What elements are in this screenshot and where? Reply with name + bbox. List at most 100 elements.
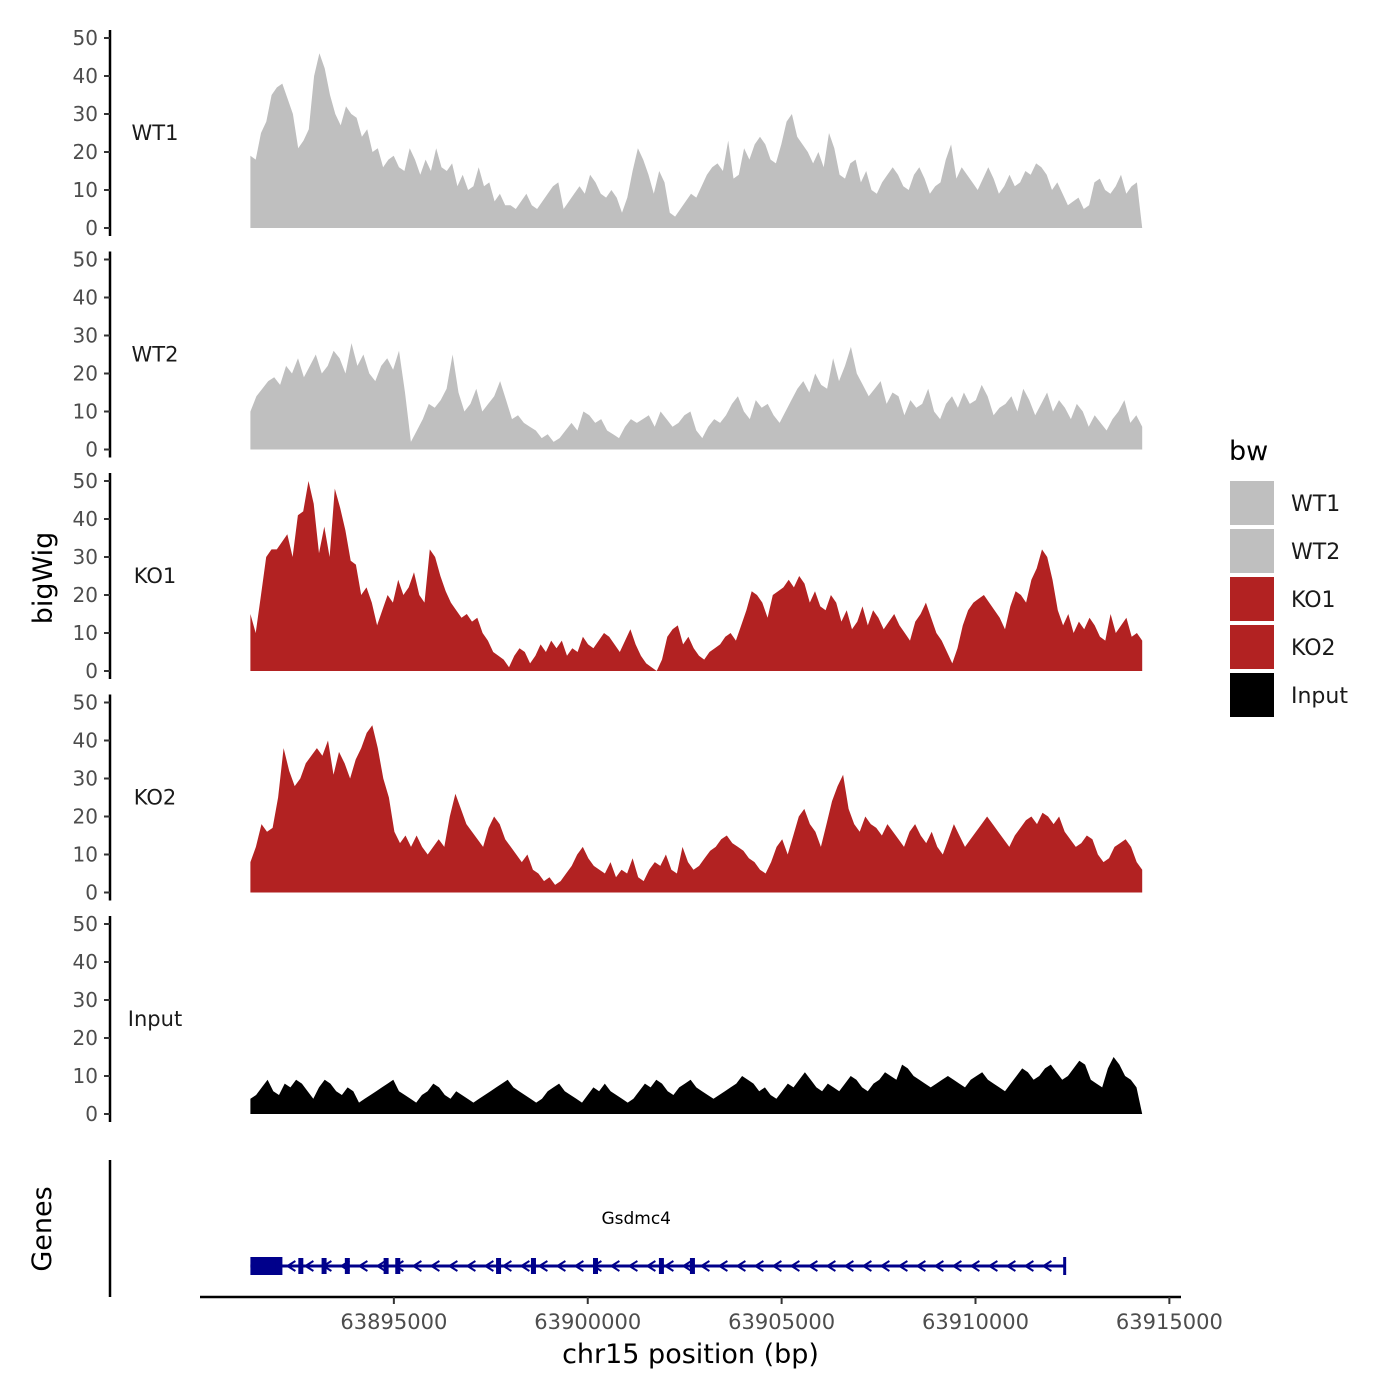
y-tick-label: 30: [73, 988, 98, 1012]
strand-arrow: [807, 1260, 818, 1272]
strand-arrow: [645, 1260, 656, 1272]
x-tick-label: 63915000: [1116, 1310, 1223, 1334]
genes-track: Genes Gsdmc4: [27, 1160, 1067, 1297]
strand-arrow: [843, 1260, 854, 1272]
area-wt1: [250, 53, 1143, 229]
strand-arrow: [969, 1260, 980, 1272]
y-tick-label: 0: [85, 659, 98, 683]
y-tick-label: 40: [73, 286, 98, 310]
strand-arrow: [627, 1260, 638, 1272]
y-tick-label: 20: [73, 140, 98, 164]
strand-arrow: [1023, 1260, 1034, 1272]
y-tick-label: 40: [73, 950, 98, 974]
y-tick-label: 0: [85, 1102, 98, 1126]
exon: [395, 1258, 401, 1274]
exon: [250, 1257, 283, 1275]
strand-arrow: [1041, 1260, 1052, 1272]
exon: [344, 1258, 350, 1274]
strand-arrow: [609, 1260, 620, 1272]
legend-label-wt1: WT1: [1291, 492, 1340, 517]
strand-arrow: [861, 1260, 872, 1272]
y-tick-label: 30: [73, 767, 98, 791]
track-ko1: 0 10 20 30 40 50 KO1: [73, 469, 1143, 683]
strand-arrow: [303, 1260, 314, 1272]
strand-arrow: [663, 1260, 674, 1272]
track-ko2: 0 10 20 30 40 50 KO2: [73, 691, 1143, 905]
track-wt1: 0 10 20 30 40 50 WT1: [73, 26, 1143, 240]
legend: bw WT1 WT2 KO1 KO2 Input: [1228, 436, 1348, 719]
x-axis-ticks: 63895000 63900000 63905000 63910000 63915000: [340, 1297, 1223, 1334]
strand-arrow: [897, 1260, 908, 1272]
strand-arrow: [483, 1260, 494, 1272]
y-tick-label: 0: [85, 881, 98, 905]
y-tick-label: 50: [73, 912, 98, 936]
y-tick-label: 50: [73, 26, 98, 50]
gene-model: [250, 1257, 1067, 1275]
strand-arrow: [1005, 1260, 1016, 1272]
strand-arrow: [879, 1260, 890, 1272]
strand-arrow: [357, 1260, 368, 1272]
legend-label-ko2: KO2: [1291, 636, 1336, 661]
area-input: [250, 1057, 1143, 1114]
area-ko2: [250, 725, 1143, 893]
track-input: 0 10 20 30 40 50 Input: [73, 912, 1143, 1126]
exon: [275, 1258, 281, 1274]
strand-arrow: [465, 1260, 476, 1272]
y-tick-label: 10: [73, 621, 98, 645]
exon: [298, 1258, 304, 1274]
track-wt2: 0 10 20 30 40 50 WT2: [73, 248, 1143, 462]
exon: [321, 1258, 327, 1274]
legend-swatch-ko1: [1228, 575, 1276, 623]
y-tick-label: 40: [73, 64, 98, 88]
legend-swatch-ko2: [1228, 623, 1276, 671]
exon: [496, 1258, 502, 1274]
legend-swatch-wt2: [1228, 527, 1276, 575]
track-label-wt1: WT1: [132, 121, 179, 145]
gene-name-label: Gsdmc4: [601, 1209, 671, 1229]
y-tick-label: 10: [73, 843, 98, 867]
legend-swatch-wt1: [1228, 479, 1276, 527]
y-tick-label: 10: [73, 400, 98, 424]
strand-arrow: [699, 1260, 710, 1272]
legend-items: WT1 WT2 KO1 KO2 Input: [1228, 479, 1348, 719]
strand-arrow: [825, 1260, 836, 1272]
y-tick-label: 40: [73, 729, 98, 753]
strand-arrow: [429, 1260, 440, 1272]
strand-arrow: [375, 1260, 386, 1272]
area-wt2: [250, 343, 1143, 450]
x-axis-title: chr15 position (bp): [562, 1339, 819, 1370]
y-tick-label: 20: [73, 1026, 98, 1050]
track-panels: 0 10 20 30 40 50 WT1 0 10 20 30 40 50 WT2 0 10 20 30 40 50 K…: [73, 26, 1143, 1126]
y-tick-label: 30: [73, 545, 98, 569]
genes-y-axis-title: Genes: [27, 1186, 58, 1271]
strand-arrow: [573, 1260, 584, 1272]
strand-arrow: [735, 1260, 746, 1272]
strand-arrow: [933, 1260, 944, 1272]
legend-label-ko1: KO1: [1291, 588, 1336, 613]
legend-label-input: Input: [1291, 684, 1348, 709]
x-axis: 63895000 63900000 63905000 63910000 63915000…: [200, 1295, 1223, 1370]
legend-swatch-input: [1228, 671, 1276, 719]
strand-arrow: [987, 1260, 998, 1272]
strand-arrow: [789, 1260, 800, 1272]
legend-title: bw: [1229, 436, 1268, 467]
track-label-wt2: WT2: [132, 343, 179, 367]
track-label-input: Input: [128, 1007, 182, 1031]
strand-arrow: [411, 1260, 422, 1272]
exon: [593, 1258, 599, 1274]
exon: [658, 1258, 664, 1274]
strand-arrow: [681, 1260, 692, 1272]
x-tick-label: 63910000: [922, 1310, 1029, 1334]
y-tick-label: 50: [73, 691, 98, 715]
y-tick-label: 10: [73, 178, 98, 202]
strand-arrow: [555, 1260, 566, 1272]
y-tick-label: 0: [85, 438, 98, 462]
strand-arrow: [501, 1260, 512, 1272]
strand-arrow: [285, 1260, 296, 1272]
strand-arrow: [717, 1260, 728, 1272]
exon: [530, 1258, 536, 1274]
legend-label-wt2: WT2: [1291, 540, 1340, 565]
y-axis-title: bigWig: [28, 532, 59, 625]
y-tick-label: 50: [73, 469, 98, 493]
